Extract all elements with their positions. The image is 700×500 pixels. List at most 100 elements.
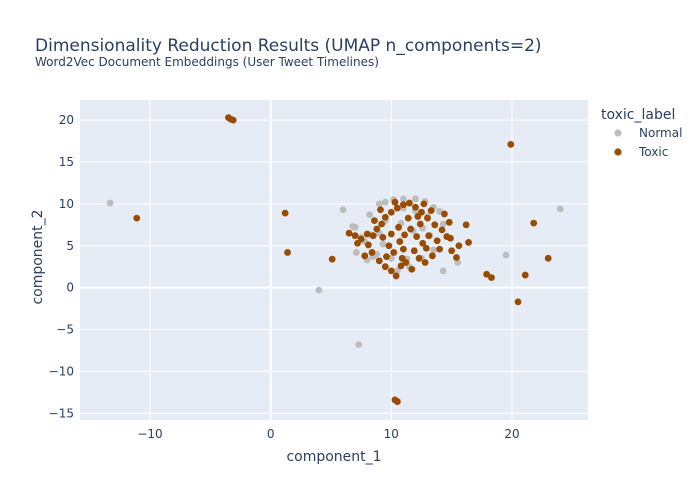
data-point-toxic (462, 221, 470, 229)
data-point-normal (399, 195, 407, 203)
data-point-toxic (424, 214, 431, 222)
legend[interactable]: toxic_label Normal Toxic (601, 107, 682, 159)
data-point-toxic (412, 203, 419, 211)
data-point-toxic (447, 234, 454, 242)
data-point-toxic (378, 220, 386, 228)
data-point-normal (381, 198, 389, 206)
data-point-toxic (544, 254, 552, 262)
data-point-toxic (385, 242, 393, 250)
data-point-toxic (328, 255, 336, 263)
data-point-toxic (133, 214, 141, 222)
data-point-toxic (387, 208, 395, 216)
data-point-toxic (381, 213, 389, 221)
data-point-toxic (351, 232, 359, 240)
data-point-toxic (381, 263, 389, 271)
data-point-toxic (354, 239, 361, 247)
data-point-normal (439, 267, 447, 275)
data-point-toxic (413, 233, 421, 240)
data-point-normal (556, 205, 564, 213)
data-point-toxic (514, 298, 522, 306)
data-point-toxic (455, 242, 463, 250)
data-point-normal (106, 199, 114, 207)
y-tick-label: 0 (66, 281, 74, 295)
y-tick-label: −10 (49, 364, 74, 378)
x-tick-label: −10 (137, 427, 162, 441)
data-point-toxic (441, 210, 448, 218)
series-toxic (133, 114, 552, 405)
data-point-toxic (436, 245, 443, 253)
data-point-normal (439, 220, 447, 228)
legend-marker-toxic (614, 148, 622, 156)
data-point-toxic (530, 219, 538, 227)
y-tick-label: 20 (59, 113, 74, 127)
data-point-toxic (392, 272, 400, 280)
data-point-toxic (281, 209, 289, 217)
x-tick-label: 10 (384, 427, 399, 441)
y-tick-label: −5 (56, 323, 74, 337)
data-point-toxic (284, 249, 291, 256)
tick-labels: −10 0 10 20 −15 −10 −5 0 5 10 15 20 (49, 113, 520, 441)
legend-label-toxic[interactable]: Toxic (638, 145, 668, 159)
data-point-toxic (483, 270, 491, 278)
data-point-toxic (425, 232, 433, 240)
data-point-normal (430, 246, 437, 254)
data-point-toxic (398, 254, 406, 262)
data-point-toxic (416, 220, 424, 228)
data-point-toxic (431, 221, 439, 229)
data-point-toxic (448, 247, 456, 255)
data-point-toxic (415, 254, 423, 262)
data-point-normal (375, 200, 383, 208)
data-point-toxic (433, 237, 441, 245)
data-point-toxic (387, 230, 395, 238)
data-point-normal (351, 223, 359, 231)
y-tick-label: 5 (66, 239, 74, 253)
data-point-normal (366, 211, 373, 219)
data-point-normal (502, 251, 510, 259)
chart-title: Dimensionality Reduction Results (UMAP n… (35, 36, 542, 56)
y-tick-label: −15 (49, 406, 74, 420)
data-point-toxic (420, 200, 428, 208)
data-point-toxic (507, 140, 515, 148)
data-point-toxic (419, 239, 427, 247)
data-point-toxic (414, 213, 422, 220)
data-point-toxic (373, 225, 381, 233)
data-point-toxic (465, 239, 472, 246)
data-point-normal (379, 240, 387, 248)
data-points (106, 114, 564, 405)
data-point-toxic (393, 398, 401, 405)
data-point-toxic (422, 244, 430, 252)
data-point-toxic (361, 252, 369, 260)
data-point-normal (355, 341, 363, 349)
y-axis-title: component_2 (30, 209, 46, 304)
data-point-toxic (375, 257, 383, 265)
chart-subtitle: Word2Vec Document Embeddings (User Tweet… (35, 55, 379, 69)
data-point-toxic (379, 233, 387, 241)
data-point-toxic (345, 229, 353, 237)
data-point-toxic (521, 271, 529, 279)
legend-marker-normal (614, 129, 622, 137)
x-tick-label: 0 (267, 427, 275, 441)
data-point-toxic (445, 218, 453, 226)
data-point-toxic (428, 252, 436, 260)
data-point-toxic (396, 238, 404, 245)
data-point-toxic (488, 274, 495, 281)
y-tick-label: 15 (59, 155, 74, 169)
data-point-toxic (421, 259, 429, 266)
data-point-normal (315, 286, 323, 294)
data-point-toxic (399, 201, 407, 209)
data-point-toxic (395, 223, 402, 231)
data-point-toxic (364, 241, 372, 249)
x-tick-label: 20 (504, 427, 519, 441)
data-point-toxic (371, 217, 378, 225)
legend-title: toxic_label (601, 107, 675, 123)
data-point-toxic (397, 262, 405, 270)
data-point-toxic (399, 245, 407, 253)
data-point-toxic (368, 249, 376, 256)
data-point-toxic (401, 231, 408, 239)
data-point-toxic (404, 214, 412, 222)
x-axis-title: component_1 (286, 449, 381, 465)
data-point-toxic (229, 116, 237, 124)
data-point-toxic (408, 265, 416, 273)
legend-label-normal[interactable]: Normal (639, 126, 682, 140)
